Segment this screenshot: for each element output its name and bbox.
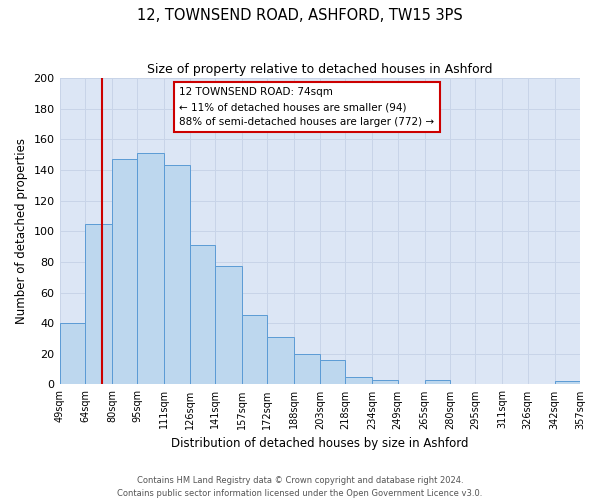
Bar xyxy=(59,323,85,384)
Bar xyxy=(164,166,190,384)
Bar xyxy=(372,380,398,384)
Bar xyxy=(295,354,320,384)
Text: 12 TOWNSEND ROAD: 74sqm
← 11% of detached houses are smaller (94)
88% of semi-de: 12 TOWNSEND ROAD: 74sqm ← 11% of detache… xyxy=(179,87,434,127)
Bar xyxy=(85,224,112,384)
Bar xyxy=(320,360,345,384)
Bar xyxy=(190,245,215,384)
Bar xyxy=(215,266,242,384)
Text: Contains HM Land Registry data © Crown copyright and database right 2024.
Contai: Contains HM Land Registry data © Crown c… xyxy=(118,476,482,498)
Title: Size of property relative to detached houses in Ashford: Size of property relative to detached ho… xyxy=(147,62,493,76)
Bar xyxy=(345,377,372,384)
Bar xyxy=(425,380,450,384)
Bar xyxy=(268,337,295,384)
Bar xyxy=(242,316,268,384)
Bar xyxy=(554,382,580,384)
Bar xyxy=(112,159,137,384)
X-axis label: Distribution of detached houses by size in Ashford: Distribution of detached houses by size … xyxy=(171,437,469,450)
Bar xyxy=(137,153,164,384)
Text: 12, TOWNSEND ROAD, ASHFORD, TW15 3PS: 12, TOWNSEND ROAD, ASHFORD, TW15 3PS xyxy=(137,8,463,22)
Y-axis label: Number of detached properties: Number of detached properties xyxy=(15,138,28,324)
